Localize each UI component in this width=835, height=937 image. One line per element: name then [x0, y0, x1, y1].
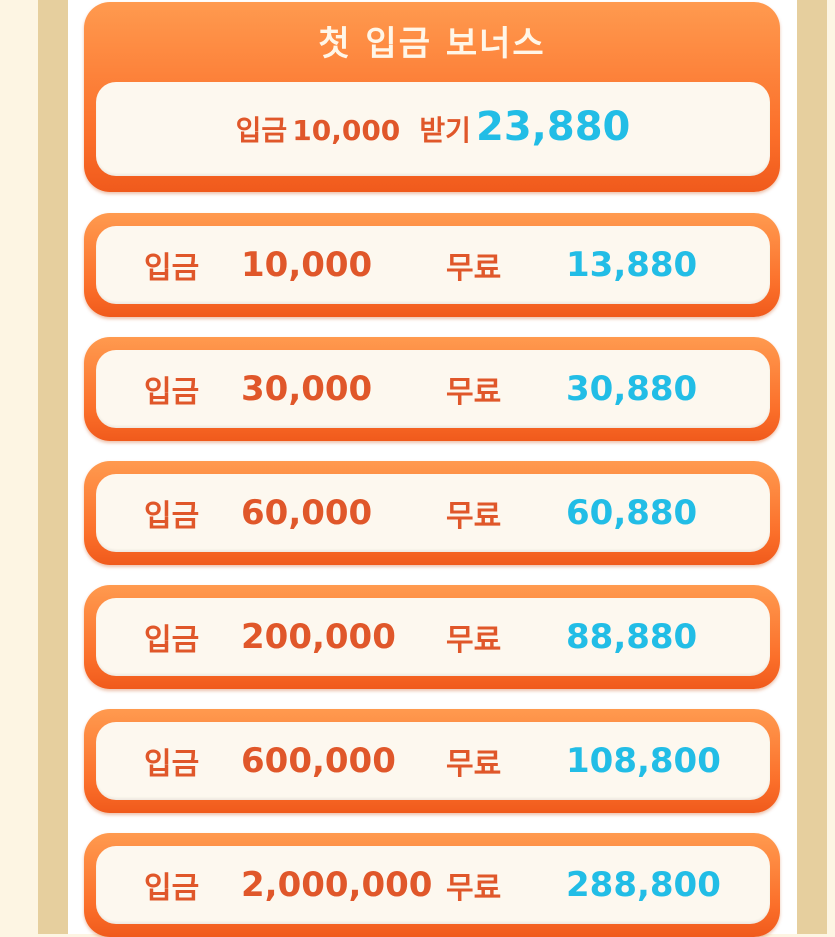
free-label: 무료 — [446, 251, 502, 286]
bonus-tier-inner: 입금 200,000 무료 88,880 — [96, 598, 770, 676]
free-label: 무료 — [446, 623, 502, 658]
deposit-label: 입금 — [144, 251, 200, 286]
bonus-amount: 30,880 — [566, 369, 698, 409]
bonus-tier-row[interactable]: 입금 600,000 무료 108,800 — [84, 709, 780, 813]
bonus-amount: 288,800 — [566, 865, 721, 905]
bonus-tier-row[interactable]: 입금 2,000,000 무료 288,800 — [84, 833, 780, 937]
receive-label: 받기 — [419, 114, 471, 147]
bonus-tier-row[interactable]: 입금 30,000 무료 30,880 — [84, 337, 780, 441]
free-label: 무료 — [446, 871, 502, 906]
free-label: 무료 — [446, 747, 502, 782]
bonus-tier-inner: 입금 60,000 무료 60,880 — [96, 474, 770, 552]
bonus-amount: 88,880 — [566, 617, 698, 657]
deposit-label: 입금 — [144, 871, 200, 906]
bonus-tier-inner: 입금 10,000 무료 13,880 — [96, 226, 770, 304]
deposit-label: 입금 — [144, 623, 200, 658]
deposit-label: 입금 — [144, 499, 200, 534]
deposit-amount: 30,000 — [241, 369, 373, 409]
receive-amount: 23,880 — [476, 104, 631, 150]
deposit-amount: 10,000 — [292, 114, 401, 147]
bonus-tier-inner: 입금 30,000 무료 30,880 — [96, 350, 770, 428]
deposit-label: 입금 — [144, 747, 200, 782]
first-deposit-bonus-card: 첫 입금 보너스 입금 10,000 받기 23,880 — [84, 2, 780, 192]
bonus-tier-inner: 입금 600,000 무료 108,800 — [96, 722, 770, 800]
bonus-tier-row[interactable]: 입금 200,000 무료 88,880 — [84, 585, 780, 689]
free-label: 무료 — [446, 499, 502, 534]
bonus-amount: 13,880 — [566, 245, 698, 285]
deposit-amount: 10,000 — [241, 245, 373, 285]
bonus-title: 첫 입금 보너스 — [318, 24, 546, 64]
deposit-label: 입금 — [144, 375, 200, 410]
bonus-tier-row[interactable]: 입금 60,000 무료 60,880 — [84, 461, 780, 565]
free-label: 무료 — [446, 375, 502, 410]
bonus-tier-inner: 입금 2,000,000 무료 288,800 — [96, 846, 770, 924]
bonus-amount: 60,880 — [566, 493, 698, 533]
deposit-amount: 200,000 — [241, 617, 396, 657]
deposit-label: 입금 — [235, 114, 288, 147]
deposit-amount: 2,000,000 — [241, 865, 433, 905]
bonus-tier-row[interactable]: 입금 10,000 무료 13,880 — [84, 213, 780, 317]
deposit-amount: 600,000 — [241, 741, 396, 781]
deposit-amount: 60,000 — [241, 493, 373, 533]
first-deposit-summary: 입금 10,000 받기 23,880 — [96, 82, 770, 176]
bonus-amount: 108,800 — [566, 741, 721, 781]
